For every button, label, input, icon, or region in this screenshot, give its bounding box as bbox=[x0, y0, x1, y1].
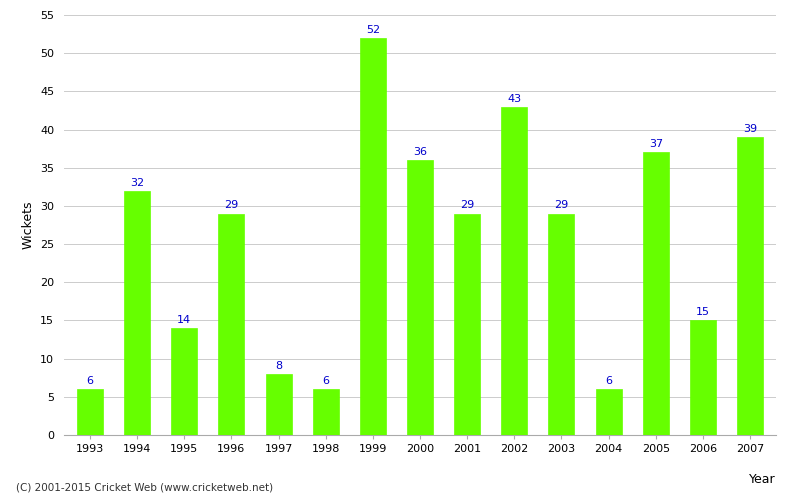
Bar bbox=[313, 389, 338, 435]
Text: 15: 15 bbox=[696, 308, 710, 318]
Bar bbox=[360, 38, 386, 435]
Text: 32: 32 bbox=[130, 178, 144, 188]
Text: 43: 43 bbox=[507, 94, 522, 104]
Text: 52: 52 bbox=[366, 25, 380, 35]
Bar bbox=[407, 160, 433, 435]
Text: 6: 6 bbox=[86, 376, 94, 386]
Text: 29: 29 bbox=[460, 200, 474, 210]
Text: 14: 14 bbox=[177, 315, 191, 325]
Text: 8: 8 bbox=[275, 361, 282, 371]
Text: 29: 29 bbox=[554, 200, 569, 210]
Bar bbox=[171, 328, 198, 435]
Bar bbox=[596, 389, 622, 435]
Bar bbox=[77, 389, 103, 435]
Bar bbox=[642, 152, 669, 435]
Bar bbox=[454, 214, 480, 435]
Text: Year: Year bbox=[750, 473, 776, 486]
Text: 29: 29 bbox=[224, 200, 238, 210]
Text: 39: 39 bbox=[743, 124, 757, 134]
Text: 6: 6 bbox=[322, 376, 329, 386]
Text: (C) 2001-2015 Cricket Web (www.cricketweb.net): (C) 2001-2015 Cricket Web (www.cricketwe… bbox=[16, 482, 273, 492]
Text: 36: 36 bbox=[413, 147, 427, 157]
Bar bbox=[502, 106, 527, 435]
Bar bbox=[266, 374, 291, 435]
Bar bbox=[549, 214, 574, 435]
Bar bbox=[737, 137, 763, 435]
Y-axis label: Wickets: Wickets bbox=[22, 200, 34, 249]
Bar bbox=[218, 214, 244, 435]
Bar bbox=[690, 320, 716, 435]
Bar bbox=[124, 190, 150, 435]
Text: 37: 37 bbox=[649, 140, 663, 149]
Text: 6: 6 bbox=[605, 376, 612, 386]
